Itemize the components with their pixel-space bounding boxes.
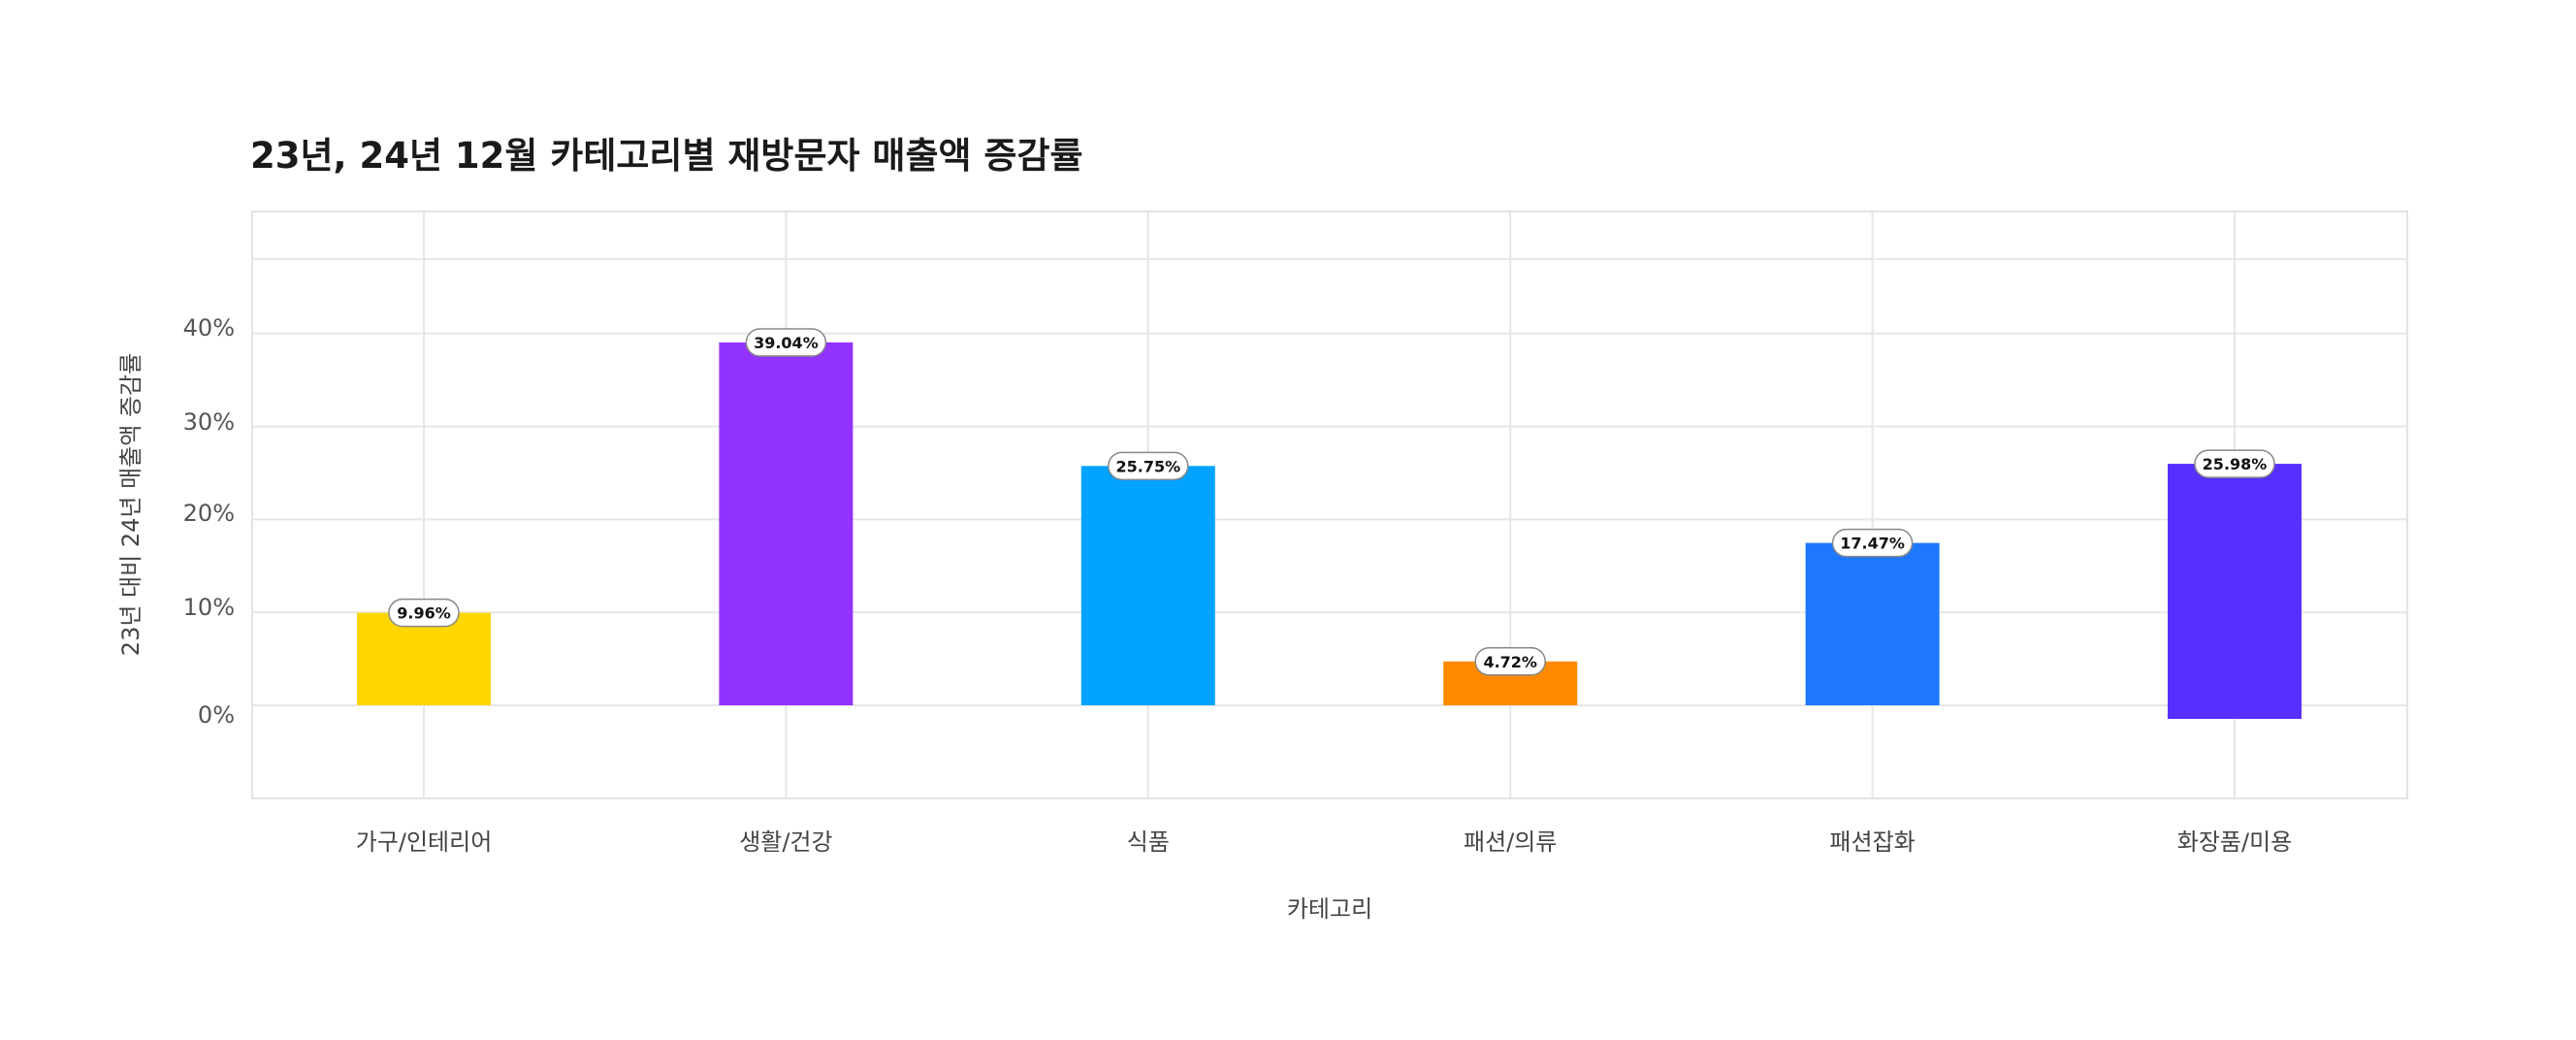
y-tick-label: 20%: [183, 500, 235, 527]
data-label: 39.04%: [745, 328, 827, 357]
x-axis-title: 카테고리: [1287, 895, 1372, 923]
bar: [357, 612, 491, 705]
y-tick-label: 0%: [198, 701, 235, 729]
x-tick-label: 화장품/미용: [2177, 829, 2293, 856]
data-label-text: 9.96%: [397, 604, 451, 623]
x-tick-label: 가구/인테리어: [356, 829, 493, 856]
data-label-pill: [2194, 449, 2275, 478]
data-label-text: 25.98%: [2203, 455, 2268, 473]
y-axis-title: 23년 대비 24년 매출액 증감률: [117, 353, 145, 656]
data-label: 17.47%: [1831, 528, 1914, 558]
data-label: 4.72%: [1474, 647, 1546, 676]
x-tick-label: 패션/의류: [1464, 829, 1557, 856]
data-label-text: 4.72%: [1483, 653, 1537, 671]
data-label: 25.98%: [2194, 449, 2275, 478]
plot-area: [251, 211, 2408, 799]
data-label-text: 17.47%: [1840, 535, 1905, 553]
bar: [719, 341, 853, 705]
y-tick-label: 30%: [183, 408, 235, 436]
x-tick-label: 식품: [1127, 829, 1170, 856]
x-tick-label: 생활/건강: [739, 829, 832, 856]
data-label-pill: [1108, 451, 1189, 481]
x-axis-ticks: 가구/인테리어 생활/건강 식품 패션/의류 패션잡화 화장품/미용: [356, 829, 2293, 856]
bar: [1080, 466, 1215, 705]
data-label: 9.96%: [388, 598, 460, 628]
bars: [357, 341, 2302, 719]
chart-title: 23년, 24년 12월 카테고리별 재방문자 매출액 증감률: [250, 135, 1083, 177]
y-tick-label: 40%: [183, 314, 235, 341]
y-axis-ticks: 0% 10% 20% 30% 40%: [183, 314, 235, 729]
bar: [1805, 542, 1940, 705]
data-labels: 9.96% 39.04% 25.75% 4.72% 17.47% 25.98%: [388, 328, 2275, 676]
x-tick-label: 패션잡화: [1829, 829, 1915, 856]
y-tick-label: 10%: [183, 594, 235, 621]
data-label-pill: [745, 328, 827, 357]
data-label-text: 25.75%: [1115, 457, 1180, 475]
data-label-pill: [1831, 528, 1914, 558]
data-label: 25.75%: [1108, 451, 1189, 481]
data-label-pill: [1474, 647, 1546, 676]
data-label-text: 39.04%: [754, 334, 819, 352]
data-label-pill: [388, 598, 460, 628]
bar: [2168, 464, 2302, 719]
